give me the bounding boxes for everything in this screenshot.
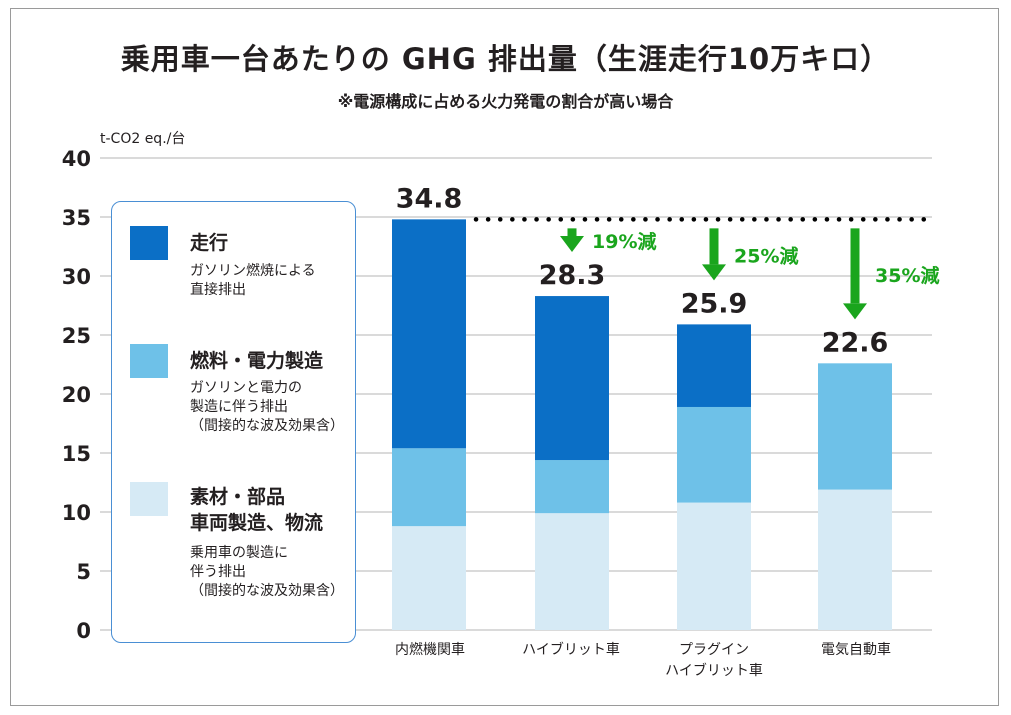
bar-segment-materials — [818, 489, 892, 630]
legend-swatch-fuel-power — [130, 344, 168, 378]
y-tick-label: 40 — [62, 147, 91, 171]
bar-segment-materials — [535, 513, 609, 630]
bar-segment-materials — [392, 526, 466, 630]
chart-subtitle: ※電源構成に占める火力発電の割合が高い場合 — [337, 92, 674, 111]
bar-segment-driving — [677, 324, 751, 407]
reduction-arrow-shaft — [567, 228, 577, 237]
reduction-arrow-head — [560, 236, 584, 253]
y-tick-label: 10 — [62, 501, 91, 525]
reduction-label: 35%減 — [875, 264, 939, 287]
reduction-arrow-head — [843, 303, 867, 320]
bar-segment-fuel_power — [535, 460, 609, 514]
reduction-arrow-head — [702, 264, 726, 281]
bar-total-label: 28.3 — [539, 260, 606, 291]
category-label: プラグイン ハイブリット車 — [665, 642, 763, 679]
legend-swatch-driving — [130, 226, 168, 260]
chart-title: 乗用車一台あたりの GHG 排出量（生涯走行10万キロ） — [120, 42, 891, 76]
bar-segment-materials — [677, 502, 751, 630]
bar-total-label: 25.9 — [681, 288, 748, 319]
bar-total-label: 22.6 — [822, 327, 889, 358]
y-tick-label: 35 — [62, 206, 91, 230]
legend-desc-driving: ガソリン燃焼による 直接排出 — [190, 263, 316, 298]
bar-segment-fuel_power — [677, 406, 751, 503]
reduction-arrow-shaft — [709, 228, 719, 265]
reduction-label: 19%減 — [592, 230, 656, 253]
y-tick-label: 20 — [62, 383, 91, 407]
y-tick-label: 30 — [62, 265, 91, 289]
bar-segment-fuel_power — [392, 448, 466, 527]
bar-segment-fuel_power — [818, 363, 892, 490]
y-axis-unit-text: t-CO2 eq./台 — [100, 131, 186, 147]
reduction-label: 25%減 — [734, 244, 798, 267]
legend-box: 走行 ガソリン燃焼による 直接排出 燃料・電力製造 ガソリンと電力の 製造に伴う… — [111, 201, 356, 643]
category-label: 電気自動車 — [821, 642, 891, 658]
y-tick-label: 5 — [76, 560, 91, 584]
y-tick-label: 0 — [76, 619, 91, 643]
y-axis-unit-label: t-CO2 eq./台 — [100, 128, 185, 148]
legend-title-materials: 素材・部品 車両製造、物流 — [190, 486, 324, 534]
bar-segment-driving — [535, 296, 609, 461]
category-label: 内燃機関車 — [395, 642, 465, 658]
legend-desc-materials: 乗用車の製造に 伴う排出 （間接的な波及効果含） — [190, 545, 344, 599]
y-tick-label: 25 — [62, 324, 91, 348]
category-label: ハイブリット車 — [522, 642, 620, 658]
legend-title-fuel-power: 燃料・電力製造 — [190, 350, 324, 372]
bar-total-label: 34.8 — [396, 183, 463, 214]
y-tick-label: 15 — [62, 442, 91, 466]
legend-title-driving: 走行 — [190, 232, 229, 254]
legend-desc-fuel-power: ガソリンと電力の 製造に伴う排出 （間接的な波及効果含） — [190, 380, 344, 434]
bar-segment-driving — [392, 219, 466, 449]
reduction-arrow-shaft — [850, 228, 860, 304]
legend-swatch-materials — [130, 482, 168, 516]
